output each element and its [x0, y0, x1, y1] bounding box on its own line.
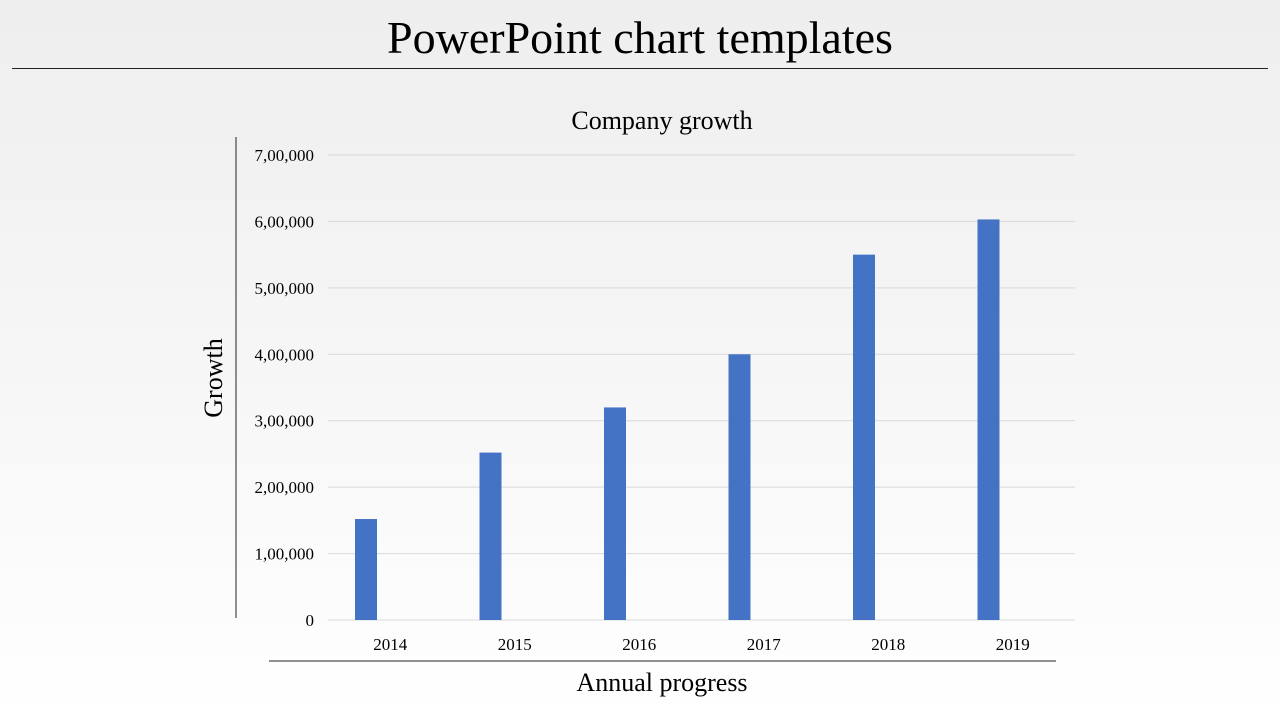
- y-axis-label: Growth: [199, 338, 228, 417]
- x-tick-label: 2014: [373, 635, 408, 654]
- y-tick-label: 3,00,000: [255, 412, 315, 431]
- bar-2019: [977, 219, 1000, 620]
- y-axis-ticks: 0 1,00,000 2,00,000 3,00,000 4,00,000 5,00,00…: [255, 146, 315, 630]
- x-tick-label: 2016: [622, 635, 656, 654]
- y-tick-label: 0: [306, 611, 315, 630]
- y-tick-label: 7,00,000: [255, 146, 315, 165]
- y-tick-label: 1,00,000: [255, 545, 315, 564]
- y-tick-label: 2,00,000: [255, 478, 315, 497]
- x-tick-label: 2019: [996, 635, 1030, 654]
- title-divider: [12, 68, 1268, 69]
- x-axis-label: Annual progress: [576, 668, 747, 697]
- chart-title: Company growth: [571, 106, 752, 135]
- x-tick-label: 2018: [871, 635, 905, 654]
- x-axis-ticks: 2014 2015 2016 2017 2018 2019: [373, 635, 1030, 654]
- bar-2017: [728, 354, 751, 620]
- y-tick-label: 4,00,000: [255, 345, 315, 364]
- x-tick-label: 2015: [498, 635, 532, 654]
- slide-title: PowerPoint chart templates: [387, 12, 893, 63]
- bar-2015: [479, 452, 502, 620]
- x-tick-label: 2017: [747, 635, 782, 654]
- bars: [355, 219, 1000, 620]
- y-tick-label: 5,00,000: [255, 279, 315, 298]
- bar-2018: [853, 254, 875, 620]
- bar-2014: [355, 519, 377, 620]
- y-tick-label: 6,00,000: [255, 212, 315, 231]
- gridlines: [328, 154, 1075, 621]
- bar-2016: [604, 407, 626, 620]
